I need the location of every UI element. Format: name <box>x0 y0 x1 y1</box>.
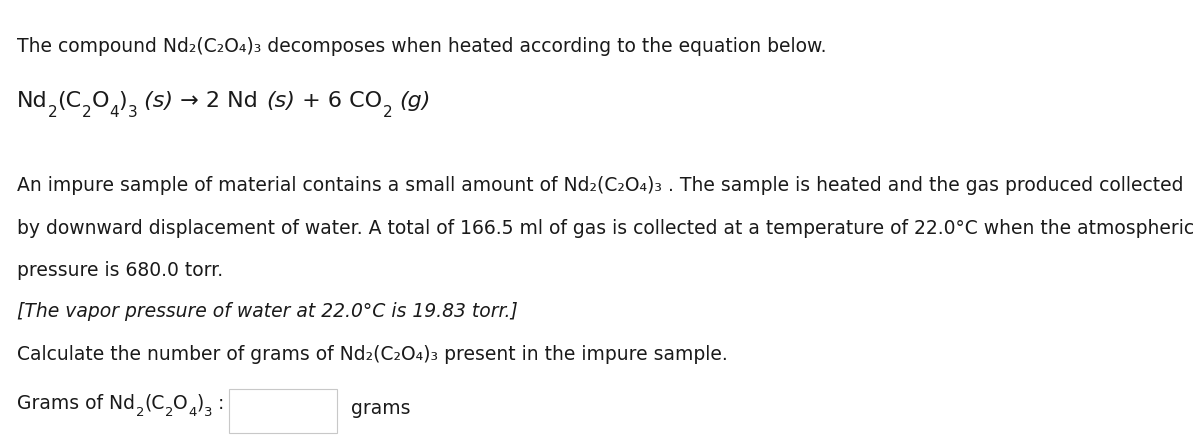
Text: 3: 3 <box>127 105 137 120</box>
Text: (s): (s) <box>137 91 173 111</box>
Text: Nd: Nd <box>17 91 48 111</box>
Text: (C: (C <box>144 394 164 413</box>
Text: 4: 4 <box>109 105 119 120</box>
Text: by downward displacement of water. A total of 166.5 ml of gas is collected at a : by downward displacement of water. A tot… <box>17 218 1194 237</box>
Text: Grams of Nd: Grams of Nd <box>17 394 134 413</box>
Text: (C: (C <box>58 91 82 111</box>
Text: 3: 3 <box>204 406 212 420</box>
Text: + 6 CO: + 6 CO <box>295 91 382 111</box>
Text: 2: 2 <box>383 105 392 120</box>
Text: Calculate the number of grams of Nd₂(C₂O₄)₃ present in the impure sample.: Calculate the number of grams of Nd₂(C₂O… <box>17 345 727 364</box>
Text: 4: 4 <box>188 406 197 420</box>
Text: ): ) <box>119 91 127 111</box>
Text: → 2 Nd: → 2 Nd <box>173 91 265 111</box>
Text: The compound Nd₂(C₂O₄)₃ decomposes when heated according to the equation below.: The compound Nd₂(C₂O₄)₃ decomposes when … <box>17 37 827 56</box>
Text: 2: 2 <box>136 406 144 420</box>
Text: grams: grams <box>352 399 410 418</box>
Text: pressure is 680.0 torr.: pressure is 680.0 torr. <box>17 261 223 280</box>
Text: :: : <box>212 394 224 413</box>
Text: ): ) <box>197 394 204 413</box>
Text: 2: 2 <box>164 406 173 420</box>
Text: [The vapor pressure of water at 22.0°C is 19.83 torr.]: [The vapor pressure of water at 22.0°C i… <box>17 302 517 320</box>
FancyBboxPatch shape <box>229 389 337 433</box>
Text: O: O <box>91 91 109 111</box>
Text: O: O <box>173 394 188 413</box>
Text: 2: 2 <box>82 105 91 120</box>
Text: (s): (s) <box>266 91 295 111</box>
Text: 2: 2 <box>48 105 58 120</box>
Text: (g): (g) <box>400 91 431 111</box>
Text: An impure sample of material contains a small amount of Nd₂(C₂O₄)₃ . The sample : An impure sample of material contains a … <box>17 176 1183 194</box>
